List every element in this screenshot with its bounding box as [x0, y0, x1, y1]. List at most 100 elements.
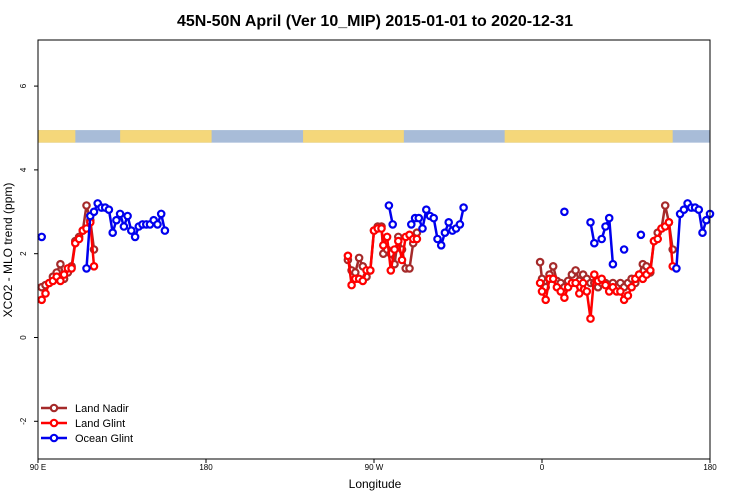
x-tick-label: 90 E — [30, 463, 46, 472]
series-group — [37, 218, 678, 323]
data-point — [571, 266, 580, 275]
legend-label: Land Glint — [75, 418, 125, 430]
land-band-segment — [303, 130, 404, 143]
data-point — [444, 218, 454, 227]
data-point — [59, 270, 69, 279]
data-point — [436, 241, 446, 250]
data-point — [382, 232, 392, 242]
data-point — [37, 295, 47, 305]
data-point — [548, 261, 558, 271]
data-point — [459, 203, 468, 212]
data-point — [56, 259, 65, 269]
data-point — [597, 274, 607, 284]
data-point — [660, 201, 670, 210]
series-group — [37, 199, 715, 273]
y-axis: -2 0 2 4 6 — [19, 83, 38, 425]
data-point — [560, 207, 569, 217]
data-point — [433, 234, 442, 244]
data-point — [556, 287, 566, 296]
data-point — [589, 238, 599, 248]
legend-item: Ocean Glint — [41, 433, 133, 445]
land-band-segment — [504, 130, 673, 143]
data-point — [645, 266, 655, 275]
data-point — [358, 276, 368, 286]
legend-item: Land Nadir — [41, 403, 129, 415]
data-point — [421, 205, 431, 215]
data-point — [619, 245, 629, 254]
data-point — [548, 274, 558, 284]
data-point — [636, 230, 646, 240]
data-point — [89, 207, 99, 217]
legend-marker — [49, 433, 59, 443]
data-point — [601, 222, 610, 231]
data-point — [160, 226, 170, 235]
data-point — [82, 201, 91, 210]
data-point — [616, 287, 625, 296]
data-point — [672, 264, 681, 273]
y-tick-label: 6 — [19, 83, 28, 88]
data-point — [578, 278, 588, 288]
data-point — [153, 220, 162, 229]
data-point — [104, 205, 114, 215]
data-point — [115, 209, 125, 219]
data-point — [67, 264, 76, 273]
series-layer — [37, 199, 715, 323]
plot-frame — [37, 39, 711, 460]
data-point — [679, 205, 689, 215]
data-point — [82, 264, 91, 273]
data-point — [393, 236, 403, 246]
x-tick-label: 180 — [703, 463, 717, 472]
data-point — [418, 224, 427, 233]
data-point — [74, 234, 84, 244]
data-point — [608, 259, 618, 269]
x-tick-label: 0 — [540, 463, 545, 472]
data-point — [653, 234, 663, 244]
land-sea-band — [38, 130, 710, 143]
data-point — [130, 232, 140, 242]
data-point — [343, 251, 353, 261]
y-tick-label: -2 — [19, 417, 28, 425]
data-point — [582, 287, 592, 296]
data-point — [386, 266, 396, 275]
data-point — [623, 291, 633, 300]
data-point — [701, 215, 711, 225]
y-tick-label: 2 — [19, 251, 28, 256]
data-point — [694, 205, 704, 215]
data-point — [397, 255, 407, 265]
chart-title: 45N-50N April (Ver 10_MIP) 2015-01-01 to… — [177, 13, 573, 30]
data-point — [108, 228, 118, 238]
legend-label: Ocean Glint — [75, 433, 133, 445]
data-point — [388, 220, 398, 229]
land-band-segment — [38, 130, 76, 143]
x-axis-label: Longitude — [349, 477, 402, 491]
data-point — [535, 278, 545, 288]
y-axis-label: XCO2 - MLO trend (ppm) — [1, 183, 15, 318]
y-tick-label: 4 — [19, 167, 28, 172]
data-point — [56, 276, 65, 286]
data-point — [89, 261, 99, 271]
data-point — [664, 218, 674, 227]
data-point — [429, 213, 439, 223]
data-point — [455, 220, 465, 229]
data-point — [37, 232, 47, 242]
data-point — [112, 215, 121, 225]
data-point — [541, 295, 551, 305]
legend-item: Land Glint — [41, 418, 125, 430]
legend-label: Land Nadir — [75, 403, 129, 415]
data-point — [414, 213, 424, 223]
data-point — [405, 264, 414, 273]
data-point — [156, 209, 166, 219]
x-axis: 90 E 180 90 W 0 180 — [30, 459, 717, 472]
data-point — [390, 245, 399, 254]
data-point — [384, 201, 394, 210]
data-point — [412, 234, 422, 244]
data-point — [119, 222, 129, 231]
data-point — [354, 253, 364, 263]
data-point — [406, 220, 416, 229]
data-point — [627, 282, 636, 292]
data-point — [574, 289, 584, 298]
land-band-segment — [120, 130, 212, 143]
data-point — [601, 280, 610, 290]
data-point — [571, 278, 580, 288]
